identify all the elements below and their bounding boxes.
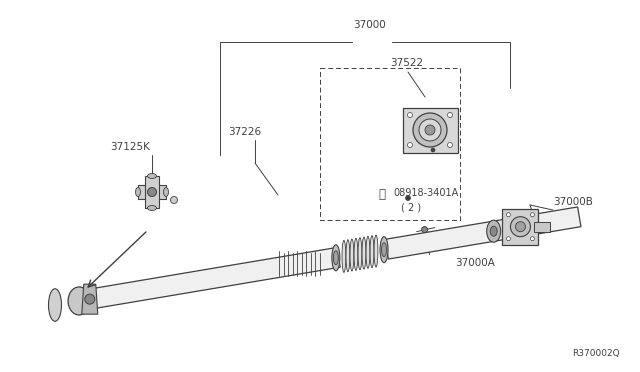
Polygon shape [385, 207, 581, 259]
Ellipse shape [332, 245, 340, 271]
Text: Ⓝ: Ⓝ [378, 189, 385, 202]
Ellipse shape [506, 213, 511, 217]
Ellipse shape [68, 287, 90, 315]
Ellipse shape [447, 112, 452, 118]
Ellipse shape [511, 217, 531, 237]
Text: 37522: 37522 [390, 58, 423, 68]
Ellipse shape [374, 235, 378, 267]
Ellipse shape [136, 187, 141, 196]
Ellipse shape [147, 173, 157, 179]
Polygon shape [82, 284, 98, 314]
Ellipse shape [431, 148, 435, 152]
Ellipse shape [147, 205, 157, 211]
Text: R370002Q: R370002Q [572, 349, 620, 358]
Polygon shape [145, 176, 159, 208]
Ellipse shape [447, 142, 452, 148]
Ellipse shape [408, 112, 413, 118]
Ellipse shape [370, 236, 374, 268]
Ellipse shape [147, 187, 157, 196]
Ellipse shape [490, 226, 497, 236]
Ellipse shape [408, 142, 413, 148]
Ellipse shape [342, 240, 346, 272]
Ellipse shape [358, 238, 362, 270]
Text: 37125K: 37125K [110, 142, 150, 152]
Text: 37000: 37000 [354, 20, 387, 30]
Ellipse shape [425, 125, 435, 135]
Polygon shape [502, 209, 538, 245]
Ellipse shape [362, 237, 366, 269]
Text: ( 2 ): ( 2 ) [401, 203, 421, 213]
Ellipse shape [531, 213, 534, 217]
Ellipse shape [350, 239, 354, 271]
Ellipse shape [506, 237, 511, 241]
Ellipse shape [380, 237, 388, 263]
Ellipse shape [381, 243, 387, 257]
Bar [403, 108, 458, 153]
Ellipse shape [413, 113, 447, 147]
Ellipse shape [49, 289, 61, 321]
Ellipse shape [346, 240, 350, 272]
Ellipse shape [354, 238, 358, 270]
Polygon shape [534, 222, 550, 232]
Polygon shape [91, 247, 340, 308]
Ellipse shape [422, 227, 428, 232]
Ellipse shape [406, 196, 410, 201]
Text: 08918-3401A: 08918-3401A [393, 188, 458, 198]
Ellipse shape [486, 220, 500, 242]
Polygon shape [138, 185, 166, 199]
Ellipse shape [366, 236, 370, 268]
Ellipse shape [531, 237, 534, 241]
Ellipse shape [419, 119, 441, 141]
Ellipse shape [170, 196, 177, 203]
Ellipse shape [84, 294, 95, 304]
Text: 37226: 37226 [228, 127, 262, 137]
Ellipse shape [333, 251, 339, 265]
Ellipse shape [515, 222, 525, 232]
Text: 37000B: 37000B [553, 197, 593, 207]
Text: 37000A: 37000A [455, 258, 495, 268]
Ellipse shape [163, 187, 168, 196]
